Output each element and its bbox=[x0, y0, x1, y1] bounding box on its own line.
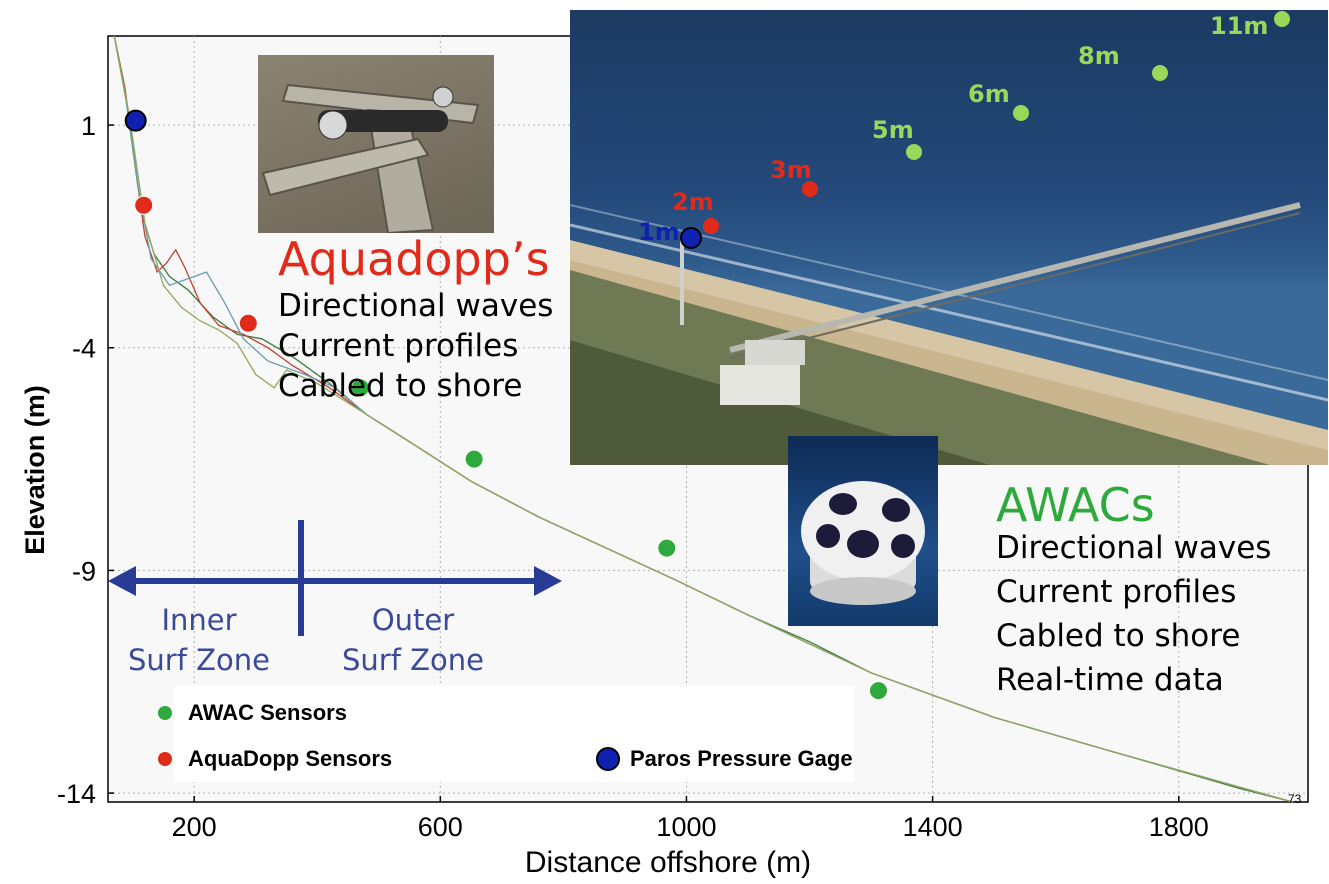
awac-photo bbox=[788, 436, 938, 626]
sensor-marker-awac bbox=[350, 378, 370, 398]
depth-label-2m: 2m bbox=[672, 188, 714, 216]
x-tick-label: 200 bbox=[172, 812, 217, 842]
awac-feature-4: Real-time data bbox=[996, 662, 1224, 698]
aquadopp-feature-3: Cabled to shore bbox=[278, 368, 523, 404]
outer-zone-label-1: Outer bbox=[372, 603, 454, 637]
sensor-marker-awac bbox=[657, 538, 677, 558]
inner-zone-label-1: Inner bbox=[161, 603, 236, 637]
aquadopp-feature-1: Directional waves bbox=[278, 288, 554, 324]
legend-aquadopp: AquaDopp Sensors bbox=[158, 746, 392, 772]
x-tick-label: 1800 bbox=[1149, 812, 1209, 842]
sensor-marker-aquadopp bbox=[134, 195, 154, 215]
axis-ticks: 200 600 1000 1400 1800 1 -4 -9 -14 bbox=[57, 111, 1209, 842]
profile-series bbox=[113, 35, 1293, 803]
y-axis-label: Elevation (m) bbox=[20, 385, 50, 555]
sensor-marker-awac bbox=[868, 681, 888, 701]
legend-aquadopp-marker bbox=[158, 752, 172, 766]
aquadopp-feature-2: Current profiles bbox=[278, 328, 519, 364]
sensor-marker-paros bbox=[124, 109, 147, 132]
x-tick-label: 1400 bbox=[903, 812, 963, 842]
y-tick-label: -14 bbox=[57, 779, 96, 809]
depth-marker-11m bbox=[1274, 11, 1290, 27]
awac-feature-1: Directional waves bbox=[996, 530, 1272, 566]
sensor-markers bbox=[124, 109, 888, 701]
legend-paros: Paros Pressure Gage bbox=[596, 746, 853, 772]
depth-label-1m: 1m bbox=[638, 218, 680, 246]
y-tick-label: -4 bbox=[72, 334, 96, 364]
x-tick-label: 600 bbox=[418, 812, 463, 842]
sensor-marker-awac bbox=[464, 449, 484, 469]
legend-paros-label: Paros Pressure Gage bbox=[630, 746, 853, 771]
awac-title: AWACs bbox=[996, 478, 1155, 532]
awac-feature-3: Cabled to shore bbox=[996, 618, 1241, 654]
legend-awac-label: AWAC Sensors bbox=[188, 700, 347, 725]
y-tick-label: -9 bbox=[72, 556, 96, 586]
depth-marker-3m bbox=[802, 181, 818, 197]
aerial-pier-photo: 11m 8m 6m 5m 3m 2m 1m bbox=[570, 10, 1328, 465]
depth-label-5m: 5m bbox=[872, 116, 914, 144]
legend-paros-marker bbox=[596, 747, 620, 771]
corner-label: 73 bbox=[1288, 792, 1302, 806]
x-tick-label: 1000 bbox=[656, 812, 716, 842]
depth-label-3m: 3m bbox=[770, 156, 812, 184]
awac-feature-2: Current profiles bbox=[996, 574, 1237, 610]
aquadopp-title: Aquadopp’s bbox=[278, 232, 550, 286]
depth-marker-8m bbox=[1152, 65, 1168, 81]
depth-marker-1m bbox=[680, 227, 702, 249]
legend-aquadopp-label: AquaDopp Sensors bbox=[188, 746, 393, 771]
y-tick-label: 1 bbox=[81, 111, 96, 141]
outer-zone-label-2: Surf Zone bbox=[342, 643, 484, 677]
depth-marker-2m bbox=[703, 218, 719, 234]
inner-zone-label-2: Surf Zone bbox=[128, 643, 270, 677]
aquadopp-photo bbox=[258, 55, 494, 233]
legend-awac-marker bbox=[158, 706, 172, 720]
sensor-marker-aquadopp bbox=[238, 313, 258, 333]
legend-box bbox=[174, 686, 854, 782]
legend-awac: AWAC Sensors bbox=[158, 700, 347, 726]
x-axis-label: Distance offshore (m) bbox=[525, 846, 811, 879]
surf-zone-arrow bbox=[108, 520, 562, 636]
profile-line-4 bbox=[113, 35, 1293, 803]
depth-label-6m: 6m bbox=[968, 80, 1010, 108]
depth-marker-6m bbox=[1013, 105, 1029, 121]
depth-label-8m: 8m bbox=[1078, 42, 1120, 70]
depth-marker-5m bbox=[906, 144, 922, 160]
depth-label-11m: 11m bbox=[1210, 12, 1269, 40]
